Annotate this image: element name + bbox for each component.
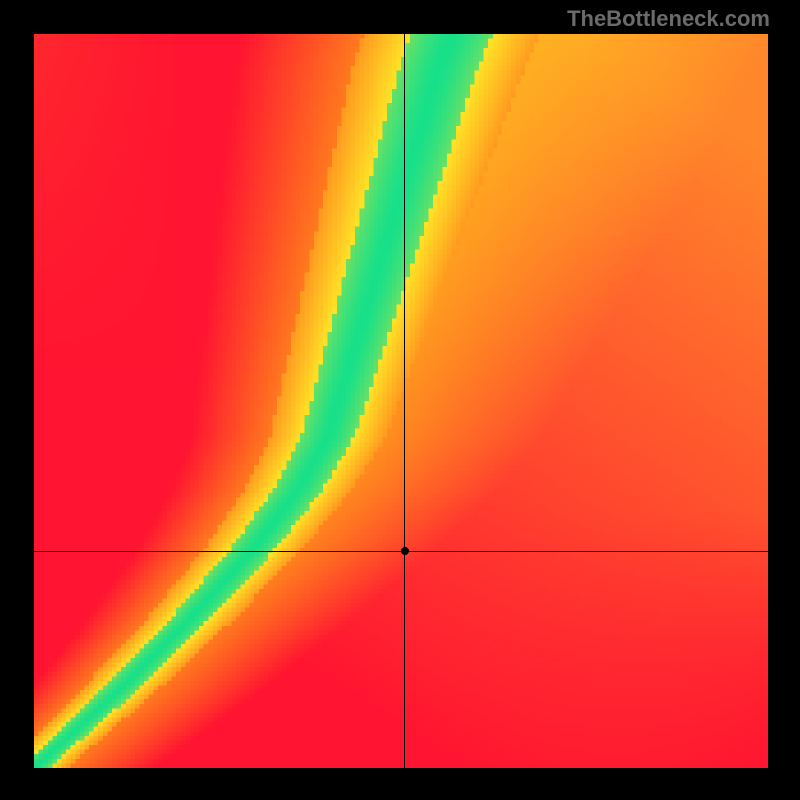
- heatmap-canvas: [34, 34, 768, 768]
- watermark: TheBottleneck.com: [567, 6, 770, 32]
- crosshair-dot: [401, 547, 409, 555]
- heatmap-plot: [34, 34, 768, 768]
- crosshair-vertical: [404, 34, 405, 768]
